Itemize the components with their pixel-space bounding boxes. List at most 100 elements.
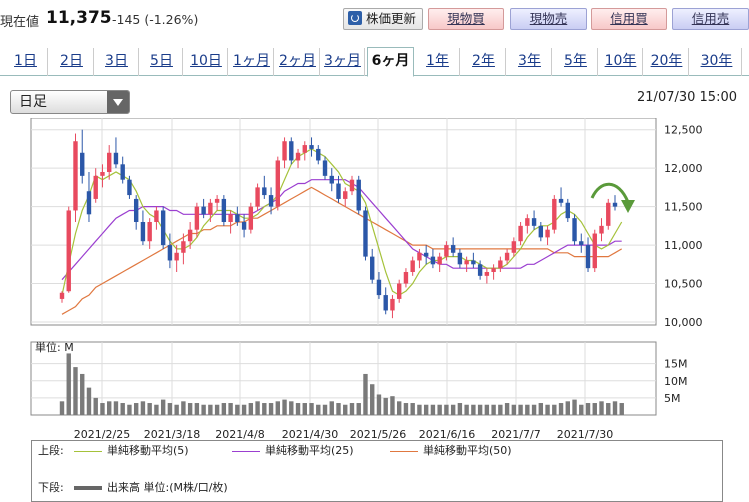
volume-bar [592, 403, 597, 415]
tab-12[interactable]: 3年 [508, 48, 552, 76]
volume-bar [221, 403, 227, 415]
tab-8[interactable]: 3ヶ月 [321, 48, 365, 76]
candle [93, 168, 98, 203]
candle-body [187, 229, 193, 242]
volume-bar [450, 404, 456, 415]
volume-bar [133, 403, 139, 415]
tab-7[interactable]: 2ヶ月 [276, 48, 320, 76]
x-axis-label: 2021/3/18 [144, 428, 200, 441]
tab-13[interactable]: 5年 [554, 48, 598, 76]
tab-3[interactable]: 3日 [95, 48, 139, 76]
tab-16[interactable]: 30年 [692, 48, 742, 76]
volume-bar [208, 404, 213, 415]
candle [127, 175, 132, 199]
candle-body [498, 260, 503, 269]
volume-bar [329, 401, 334, 415]
candle [430, 248, 436, 269]
candle-body [585, 245, 591, 269]
tab-1[interactable]: 1日 [4, 48, 48, 76]
candle-body [349, 179, 355, 192]
refresh-label: 株価更新 [366, 11, 417, 26]
candle-body [390, 298, 395, 311]
candle-body [545, 229, 550, 238]
volume-bar [545, 404, 550, 415]
candle-body [309, 145, 314, 149]
candle [592, 229, 597, 272]
candle [107, 145, 112, 180]
volume-bar [370, 384, 375, 415]
volume-bar [525, 404, 530, 415]
ma25-line [61, 179, 622, 281]
volume-bar [437, 404, 442, 415]
candle-body [558, 198, 564, 203]
candle-body [268, 195, 274, 207]
candle [444, 241, 449, 261]
volume-bar [93, 397, 98, 415]
volume-bar [430, 404, 436, 415]
candle [262, 175, 267, 199]
price-label: 現在値 [0, 15, 40, 30]
candle [268, 187, 274, 215]
candle-body [343, 191, 348, 199]
volume-bar [511, 404, 517, 415]
refresh-price-button[interactable]: 株価更新 [343, 8, 423, 30]
candle-body [59, 292, 65, 299]
chart-legend: 上段: 単純移動平均(5) 単純移動平均(25) 単純移動平均(50) 下段: … [31, 440, 723, 502]
candle-body [262, 187, 267, 196]
candle-body [241, 222, 247, 230]
candle [73, 133, 78, 222]
volume-bar [174, 404, 179, 415]
margin-buy-button[interactable]: 信用買 [591, 8, 667, 30]
volume-unit-label: 単位: M [35, 340, 74, 354]
candle-body [606, 202, 611, 226]
tab-4[interactable]: 5日 [141, 48, 183, 76]
candle [396, 279, 402, 303]
candle [329, 168, 334, 192]
candle [383, 287, 388, 315]
candle [309, 137, 314, 157]
x-axis-label: 2021/7/7 [491, 428, 540, 441]
interval-select-value: 日足 [19, 94, 47, 110]
candle [525, 214, 530, 234]
interval-select[interactable]: 日足 [10, 90, 130, 114]
tab-6[interactable]: 1ヶ月 [230, 48, 274, 76]
current-price: 11,375 [46, 8, 112, 28]
volume-bar [484, 404, 490, 415]
candle-body [525, 218, 530, 226]
tab-9[interactable]: 6ヶ月 [367, 47, 414, 77]
trend-arrowhead [621, 200, 635, 213]
tab-2[interactable]: 2日 [50, 48, 94, 76]
volume-bar [336, 403, 341, 415]
price-y-tick: 11,500 [664, 201, 703, 214]
tab-11[interactable]: 2年 [462, 48, 506, 76]
spot-sell-button[interactable]: 現物売 [510, 8, 587, 30]
margin-sell-button[interactable]: 信用売 [672, 8, 749, 30]
volume-bar [349, 403, 355, 415]
candle [120, 156, 125, 184]
price-y-tick: 12,000 [664, 162, 703, 175]
volume-bar [383, 397, 388, 415]
candle-body [437, 256, 442, 265]
volume-bar [86, 387, 92, 415]
legend-lower-row: 下段: 出来高 単位:(M株/口/枚) [38, 481, 718, 495]
candle [295, 148, 301, 169]
tab-14[interactable]: 10年 [599, 48, 643, 76]
candle-body [221, 198, 227, 222]
volume-bar [343, 404, 348, 415]
volume-bar [262, 403, 267, 415]
candle-body [107, 152, 112, 172]
tab-10[interactable]: 1年 [416, 48, 460, 76]
legend-ma50: 単純移動平均(50) [390, 444, 512, 458]
candle-body [295, 152, 301, 161]
candle [174, 245, 179, 272]
candle [572, 214, 577, 246]
volume-y-tick: 10M [664, 375, 688, 388]
spot-buy-button[interactable]: 現物買 [428, 8, 504, 30]
candle [423, 245, 429, 265]
volume-bar [113, 401, 119, 415]
volume-bar [154, 404, 159, 415]
tab-15[interactable]: 20年 [645, 48, 689, 76]
candle [484, 268, 490, 284]
volume-bar [504, 403, 510, 415]
tab-5[interactable]: 10日 [185, 48, 228, 76]
